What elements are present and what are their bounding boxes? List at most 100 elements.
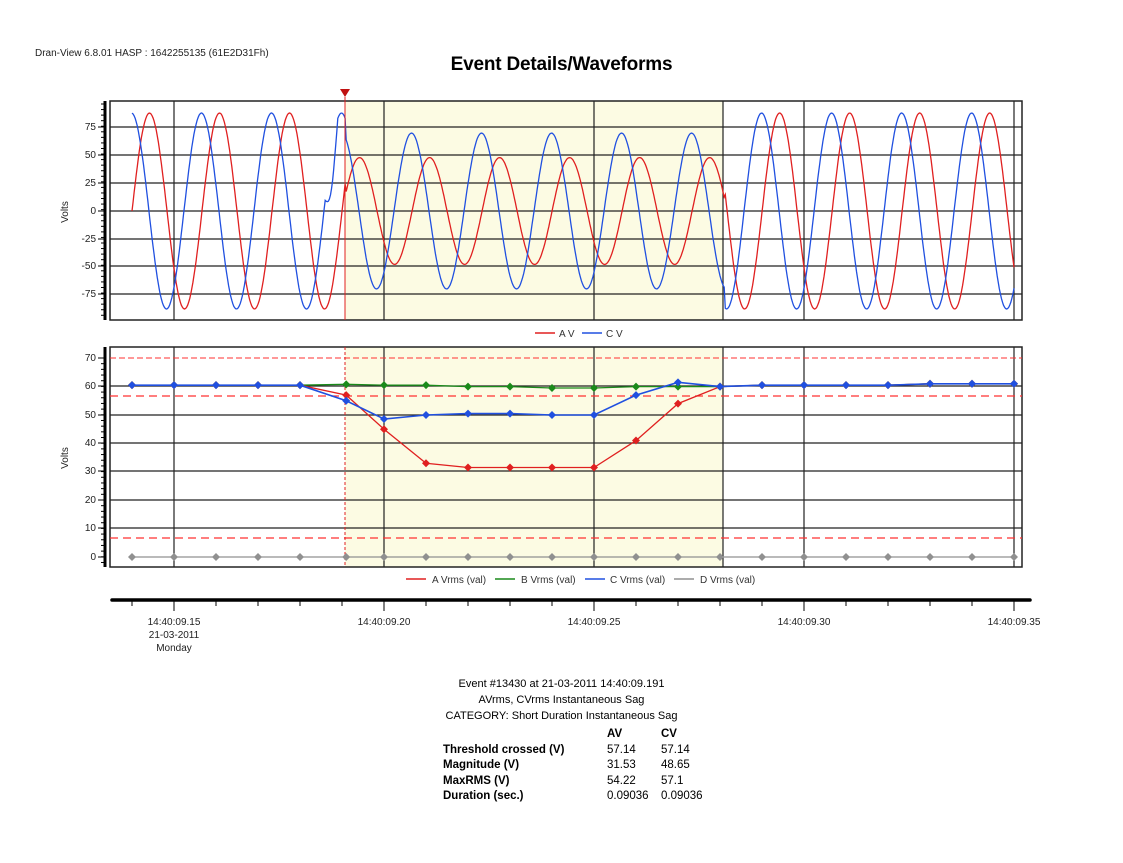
rms-data-point-marker-icon (464, 382, 472, 391)
svg-text:75: 75 (85, 122, 97, 133)
rms-data-point-marker-icon (632, 553, 640, 561)
rms-data-point-marker-icon (926, 379, 934, 388)
svg-text:60: 60 (85, 381, 97, 392)
rms-data-point-marker-icon (212, 553, 220, 561)
svg-text:40: 40 (85, 438, 97, 449)
stats-row-duration: Duration (sec.) 0.09036 0.09036 (443, 790, 703, 802)
rms-data-point-marker-icon (506, 382, 514, 391)
rms-data-point-marker-icon (380, 381, 388, 390)
rms-legend: A Vrms (val) B Vrms (val) C Vrms (val) D… (406, 575, 755, 586)
rms-data-point-marker-icon (758, 381, 766, 390)
event-type-line: AVrms, CVrms Instantaneous Sag (478, 694, 645, 706)
rms-data-point-marker-icon (342, 553, 351, 561)
series-a-v-line (131, 112, 1015, 310)
rms-data-point-marker-icon (674, 553, 682, 561)
rms-data-point-marker-icon (422, 381, 430, 390)
rms-data-point-marker-icon (590, 553, 598, 561)
rms-data-point-marker-icon (380, 553, 388, 561)
event-id-line: Event #13430 at 21-03-2011 14:40:09.191 (458, 678, 665, 690)
svg-text:14:40:09.20: 14:40:09.20 (358, 617, 411, 628)
svg-text:10: 10 (85, 523, 97, 534)
svg-text:A V: A V (559, 329, 575, 340)
stats-row-threshold: Threshold crossed (V) 57.14 57.14 (443, 743, 690, 756)
svg-text:0: 0 (90, 552, 96, 563)
series-c-v-line (131, 112, 1015, 310)
rms-data-point-marker-icon (548, 411, 556, 419)
svg-text:C V: C V (606, 329, 623, 340)
waveform-legend: A V C V (535, 329, 623, 340)
rms-data-point-marker-icon (506, 409, 514, 418)
svg-text:14:40:09.30: 14:40:09.30 (778, 617, 831, 628)
time-axis-labels: 14:40:09.15 21-03-2011 Monday 14:40:09.2… (148, 617, 1041, 654)
svg-text:30: 30 (85, 466, 97, 477)
rms-data-point-marker-icon (254, 381, 262, 390)
svg-text:20: 20 (85, 495, 97, 506)
rms-data-point-marker-icon (548, 553, 556, 561)
rms-data-point-marker-icon (674, 378, 682, 387)
rms-y-tick-labels: 70 60 50 40 30 20 10 0 (85, 353, 97, 563)
rms-data-point-marker-icon (884, 381, 892, 390)
svg-text:70: 70 (85, 353, 97, 364)
svg-text:14:40:09.15: 14:40:09.15 (148, 617, 201, 628)
rms-data-point-marker-icon (926, 553, 934, 561)
rms-data-point-marker-icon (212, 381, 220, 390)
rms-data-point-marker-icon (464, 463, 472, 472)
rms-data-point-marker-icon (506, 463, 514, 472)
rms-data-point-marker-icon (296, 553, 304, 561)
waveform-y-tick-labels: 75 50 25 0 -25 -50 -75 (82, 122, 97, 300)
svg-text:14:40:09.25: 14:40:09.25 (568, 617, 621, 628)
rms-data-point-marker-icon (1010, 553, 1018, 561)
rms-data-point-marker-icon (422, 553, 430, 561)
rms-data-point-marker-icon (674, 382, 682, 391)
event-summary: Event #13430 at 21-03-2011 14:40:09.191 … (0, 676, 1123, 724)
rms-series-c-line (132, 381, 1014, 420)
event-region-highlight-rms (345, 347, 723, 567)
svg-text:B Vrms (val): B Vrms (val) (521, 575, 576, 586)
svg-text:0: 0 (90, 206, 96, 217)
rms-data-point-marker-icon (674, 399, 682, 408)
rms-data-point-marker-icon (590, 411, 598, 419)
rms-data-point-marker-icon (632, 436, 640, 445)
rms-data-point-marker-icon (590, 463, 598, 472)
rms-data-point-marker-icon (842, 553, 850, 561)
event-category-line: CATEGORY: Short Duration Instantaneous S… (445, 710, 678, 722)
rms-data-point-marker-icon (128, 381, 136, 390)
rms-data-point-marker-icon (800, 381, 808, 390)
app-version-info: Dran-View 6.8.01 HASP : 1642255135 (61E2… (35, 48, 269, 59)
stats-header-row: AV CV (607, 728, 677, 740)
rms-data-point-marker-icon (968, 379, 976, 388)
rms-data-point-marker-icon (464, 553, 472, 561)
charts-canvas: 75 50 25 0 -25 -50 -75 Volts A V C V (60, 89, 1041, 654)
rms-data-point-marker-icon (548, 463, 556, 472)
rms-data-point-marker-icon (548, 384, 556, 393)
rms-data-point-marker-icon (632, 391, 640, 400)
rms-data-point-marker-icon (342, 380, 351, 389)
svg-text:A Vrms (val): A Vrms (val) (432, 575, 486, 586)
stats-row-maxrms: MaxRMS (V) 54.22 57.1 (443, 774, 684, 787)
rms-data-point-marker-icon (380, 425, 388, 434)
time-axis: 14:40:09.15 21-03-2011 Monday 14:40:09.2… (110, 598, 1041, 654)
rms-data-point-marker-icon (632, 382, 640, 391)
rms-data-point-marker-icon (884, 553, 892, 561)
svg-text:-75: -75 (82, 289, 97, 300)
event-marker-triangle-icon[interactable] (340, 89, 350, 97)
rms-data-point-marker-icon (464, 409, 472, 418)
rms-data-point-marker-icon (170, 553, 178, 561)
rms-data-point-marker-icon (128, 553, 136, 561)
svg-text:21-03-2011: 21-03-2011 (149, 630, 200, 641)
rms-data-point-marker-icon (422, 459, 430, 468)
svg-text:14:40:09.35: 14:40:09.35 (988, 617, 1041, 628)
svg-text:50: 50 (85, 150, 97, 161)
stats-row-magnitude: Magnitude (V) 31.53 48.65 (443, 759, 690, 771)
rms-data-point-marker-icon (342, 396, 351, 405)
svg-text:-50: -50 (82, 261, 97, 272)
rms-data-point-marker-icon (342, 391, 351, 400)
rms-data-point-marker-icon (506, 553, 514, 561)
rms-data-point-marker-icon (800, 553, 808, 561)
event-stats-table: AV CV Threshold crossed (V) 57.14 57.14 … (443, 727, 711, 805)
svg-text:50: 50 (85, 410, 97, 421)
waveform-y-axis-label: Volts (60, 201, 71, 223)
svg-text:D Vrms (val): D Vrms (val) (700, 575, 755, 586)
rms-data-point-marker-icon (716, 553, 724, 561)
rms-data-point-marker-icon (968, 553, 976, 561)
